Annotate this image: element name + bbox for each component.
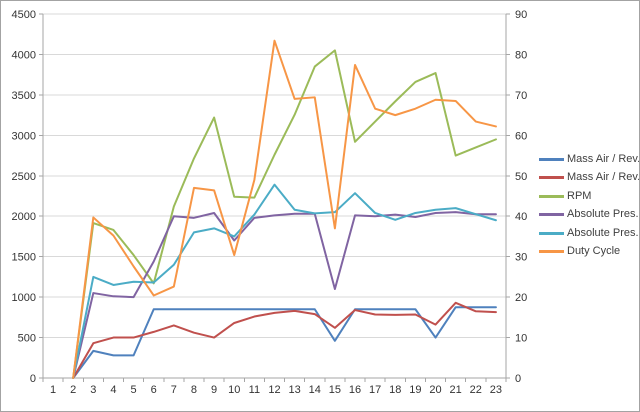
y-axis-label-right: 70 <box>515 90 527 102</box>
x-axis-label: 19 <box>409 384 421 396</box>
x-axis-label: 2 <box>70 384 76 396</box>
x-axis-label: 7 <box>171 384 177 396</box>
x-axis-label: 21 <box>450 384 462 396</box>
y-axis-label-left: 3500 <box>12 90 36 102</box>
y-axis-label-right: 90 <box>515 9 527 21</box>
y-axis-label-left: 2500 <box>12 171 36 183</box>
y-axis-label-left: 2000 <box>12 211 36 223</box>
legend-swatch <box>539 157 564 161</box>
legend-label: Absolute Pres. <box>567 208 639 221</box>
y-axis-label-right: 10 <box>515 333 527 345</box>
y-axis-label-right: 80 <box>515 49 527 61</box>
legend-item: Mass Air / Rev. <box>539 150 640 169</box>
x-axis-label: 10 <box>228 384 240 396</box>
y-axis-label-right: 60 <box>515 130 527 142</box>
series-line-mass-air-rev <box>72 301 497 379</box>
legend-swatch <box>539 250 564 254</box>
y-axis-label-left: 4000 <box>12 49 36 61</box>
x-axis-label: 1 <box>50 384 56 396</box>
y-axis-label-right: 30 <box>515 252 527 264</box>
legend-label: Absolute Pres. <box>567 226 639 239</box>
x-axis-label: 5 <box>131 384 137 396</box>
y-axis-label-right: 0 <box>515 373 521 385</box>
x-axis-label: 18 <box>389 384 401 396</box>
legend-label: Mass Air / Rev. <box>567 152 640 165</box>
x-axis-label: 15 <box>329 384 341 396</box>
legend-label: Duty Cycle <box>567 245 621 258</box>
legend-item: Duty Cycle <box>539 243 639 262</box>
legend-swatch <box>539 194 564 198</box>
series-line-rpm <box>72 49 497 379</box>
y-axis-label-left: 1500 <box>12 252 36 264</box>
y-axis-label-left: 3000 <box>12 130 36 142</box>
legend-item: Absolute Pres. <box>539 206 639 225</box>
x-axis-label: 12 <box>268 384 280 396</box>
legend-item: Absolute Pres. <box>539 224 639 243</box>
y-axis-label-left: 0 <box>30 373 36 385</box>
legend-label: RPM <box>567 189 592 202</box>
x-axis-label: 4 <box>110 384 116 396</box>
legend-item: Mass Air / Rev. <box>539 169 640 188</box>
legend-swatch <box>539 213 564 217</box>
series-line-absolute-pres <box>72 211 497 379</box>
legend-label: Mass Air / Rev. <box>567 171 640 184</box>
x-axis-label: 23 <box>490 384 502 396</box>
y-axis-label-right: 50 <box>515 171 527 183</box>
legend-item: RPM <box>539 187 639 206</box>
x-axis-label: 8 <box>191 384 197 396</box>
y-axis-label-right: 20 <box>515 292 527 304</box>
x-axis-label: 16 <box>349 384 361 396</box>
x-axis-label: 22 <box>470 384 482 396</box>
legend: Mass Air / Rev. Mass Air / Rev. RPM Absolut… <box>539 150 640 262</box>
legend-swatch <box>539 176 564 180</box>
x-axis-label: 11 <box>249 384 260 396</box>
x-axis-label: 17 <box>369 384 381 396</box>
y-axis-label-left: 500 <box>18 333 36 345</box>
x-axis-label: 13 <box>289 384 301 396</box>
series-line-mass-air-rev <box>72 306 497 379</box>
x-axis-label: 3 <box>90 384 96 396</box>
legend-swatch <box>539 231 564 235</box>
y-axis-label-left: 4500 <box>12 9 36 21</box>
x-axis-label: 9 <box>211 384 217 396</box>
x-axis-label: 20 <box>429 384 441 396</box>
y-axis-label-left: 1000 <box>12 292 36 304</box>
series-line-duty-cycle <box>72 39 497 379</box>
x-axis-label: 6 <box>151 384 157 396</box>
y-axis-label-right: 40 <box>515 211 527 223</box>
x-axis-label: 14 <box>309 384 321 396</box>
